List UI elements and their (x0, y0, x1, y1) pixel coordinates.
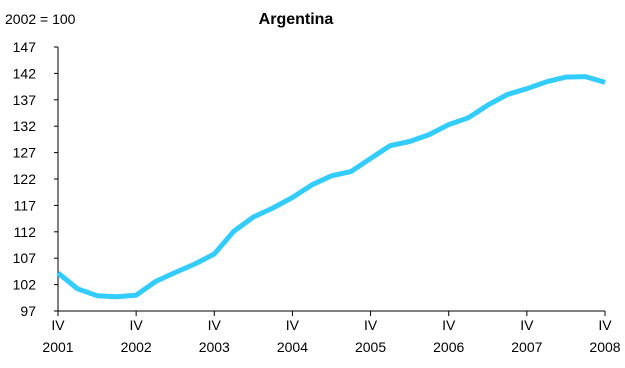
y-tick-label: 127 (13, 145, 37, 161)
series-group (56, 74, 606, 300)
axes (54, 46, 606, 316)
x-tick-label-quarter: IV (364, 317, 378, 333)
x-tick-label-year: 2005 (355, 339, 386, 355)
y-tick-label: 147 (13, 39, 37, 55)
y-tick-label: 117 (14, 197, 37, 213)
x-tick-label-quarter: IV (208, 317, 222, 333)
x-tick-label-quarter: IV (520, 317, 534, 333)
x-tick-label-year: 2004 (277, 339, 308, 355)
y-tick-label: 122 (13, 171, 37, 187)
chart-title: Argentina (259, 11, 334, 28)
y-tick-label: 102 (13, 277, 37, 293)
x-tick-label-year: 2001 (42, 339, 73, 355)
y-tick-label: 142 (13, 65, 37, 81)
x-tick-label-quarter: IV (598, 317, 612, 333)
y-axis-unit-label: 2002 = 100 (5, 11, 76, 27)
y-tick-label: 97 (20, 303, 36, 319)
y-tick-label: 112 (14, 224, 37, 240)
x-tick-labels: IV 2001 IV 2002 IV 2003 IV 2004 IV 2005 IV 2006 IV 20… (42, 317, 620, 355)
x-tick-label-quarter: IV (442, 317, 456, 333)
y-tick-label: 137 (13, 92, 37, 108)
x-tick-label-year: 2008 (589, 339, 620, 355)
x-tick-label-year: 2003 (199, 339, 230, 355)
x-tick-label-quarter: IV (51, 317, 65, 333)
x-tick-label-year: 2007 (511, 339, 542, 355)
x-tick-label-year: 2006 (433, 339, 464, 355)
x-tick-label-year: 2002 (121, 339, 152, 355)
y-tick-labels: 97 102 107 112 117 122 127 132 137 142 147 (13, 39, 37, 319)
x-tick-label-quarter: IV (286, 317, 300, 333)
y-tick-label: 132 (13, 118, 37, 134)
series-line (56, 74, 606, 300)
y-tick-label: 107 (13, 250, 37, 266)
x-tick-label-quarter: IV (130, 317, 144, 333)
